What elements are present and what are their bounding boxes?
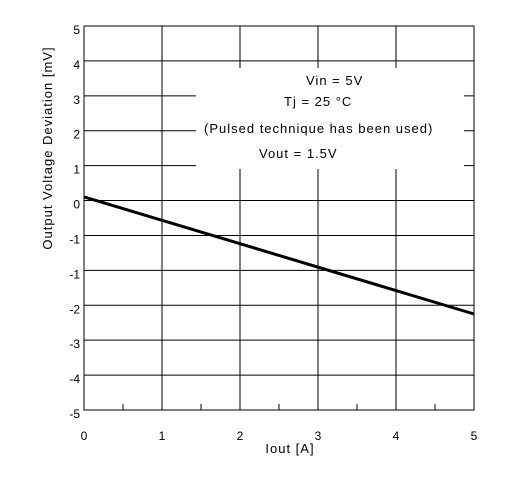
y-tick-label: -4 [69, 372, 80, 386]
x-tick-label: 3 [315, 429, 322, 443]
y-tick-label: -5 [69, 407, 80, 421]
y-tick-label: 0 [73, 198, 80, 212]
y-tick-label: -3 [69, 337, 80, 351]
x-tick-label: 1 [159, 429, 166, 443]
plot-border [83, 25, 475, 411]
minor-ticks [122, 404, 436, 410]
x-tick-label: 4 [393, 429, 400, 443]
annotation-box: Vin = 5V Tj = 25 °C (Pulsed technique ha… [196, 68, 464, 169]
series-line [83, 195, 475, 316]
x-tick-label: 2 [237, 429, 244, 443]
x-tick-label: 0 [81, 429, 88, 443]
y-tick-label: 2 [73, 128, 80, 142]
x-tick-labels: 0 1 2 3 4 5 [81, 429, 478, 443]
x-axis-label: Iout [A] [265, 441, 314, 456]
annotation-tj: Tj = 25 °C [284, 94, 352, 109]
annotation-vin: Vin = 5V [306, 73, 363, 88]
annotation-vout: Vout = 1.5V [259, 146, 338, 161]
y-tick-label: 1 [73, 163, 80, 177]
y-tick-label: -2 [69, 302, 80, 316]
y-tick-labels: 5 4 3 2 1 0 -1 -1 -2 -3 -4 -5 [69, 23, 80, 421]
y-tick-label: 3 [73, 93, 80, 107]
y-tick-label: 5 [73, 23, 80, 37]
series-group [83, 195, 475, 316]
y-tick-label: -1 [69, 232, 80, 246]
x-tick-label: 5 [471, 429, 478, 443]
y-tick-label: -1 [69, 267, 80, 281]
y-axis-label: Output Voltage Deviation [mV] [40, 46, 55, 249]
y-tick-label: 4 [73, 58, 80, 72]
annotation-pulsed: (Pulsed technique has been used) [204, 121, 433, 136]
annotation-background [196, 68, 464, 169]
